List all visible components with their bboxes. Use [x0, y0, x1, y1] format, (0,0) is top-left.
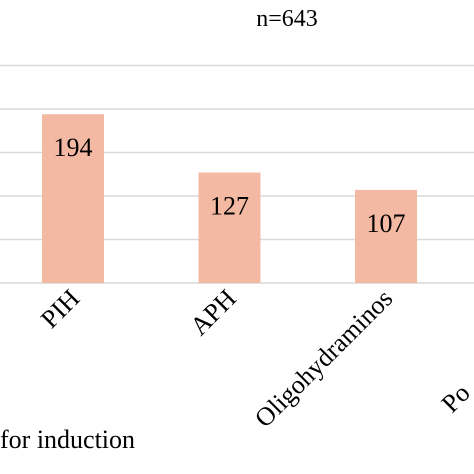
- bar: [42, 114, 104, 283]
- x-tick-label: Oligohydraminos: [249, 284, 398, 433]
- data-label: 127: [210, 192, 249, 221]
- x-axis-title: for induction: [0, 425, 135, 454]
- x-tick-label: Po: [436, 378, 474, 418]
- data-label: 107: [367, 209, 406, 238]
- data-label: 194: [54, 133, 93, 162]
- x-tick-label: APH: [184, 284, 241, 341]
- bar: [198, 172, 261, 283]
- chart-title: n=643: [256, 6, 318, 32]
- x-tick-label: PIH: [35, 284, 85, 334]
- bar: [355, 189, 417, 283]
